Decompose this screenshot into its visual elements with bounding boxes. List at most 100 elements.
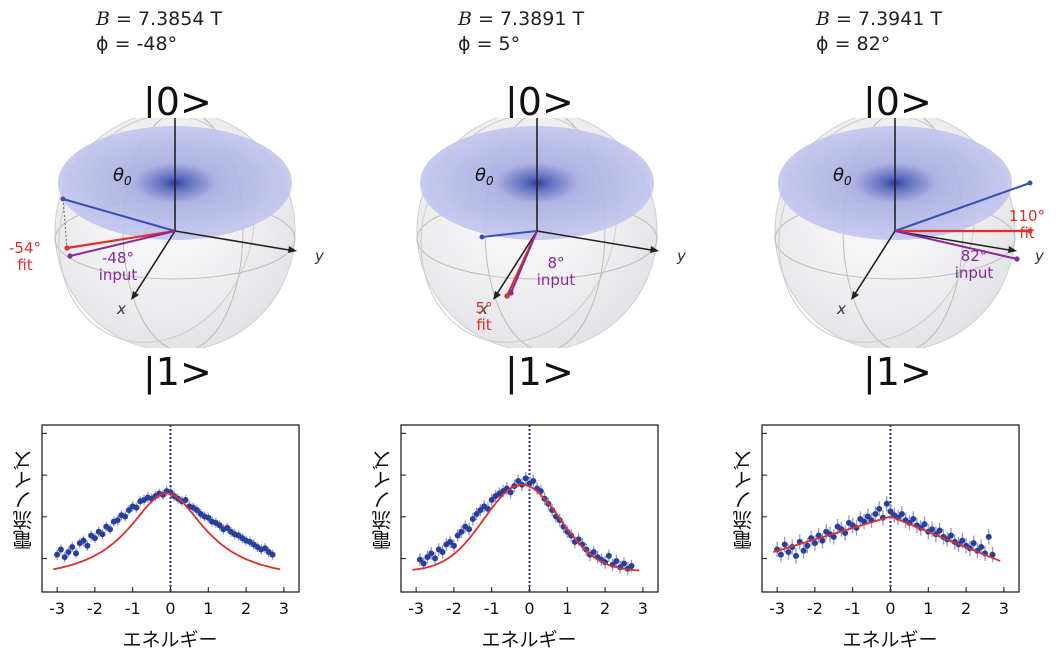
input-word-label: input: [99, 266, 138, 284]
data-point: [466, 526, 473, 533]
data-point: [985, 533, 992, 540]
data-point: [864, 513, 871, 520]
theta0-label: θ0: [833, 165, 852, 188]
phi-label: ϕ = 5°: [458, 33, 521, 55]
x-axis-label: x: [478, 300, 488, 318]
data-point: [910, 516, 917, 523]
fit-word-label: fit: [476, 316, 491, 334]
data-point: [921, 521, 928, 528]
x-tick-label: -2: [446, 599, 462, 618]
data-point: [590, 549, 597, 556]
ket-zero-label: |0>: [863, 80, 932, 124]
x-tick-label: 1: [562, 599, 572, 618]
data-point: [830, 533, 837, 540]
phi-label: ϕ = 82°: [816, 33, 891, 55]
data-point: [887, 508, 894, 515]
data-point: [898, 510, 905, 517]
data-point: [99, 531, 106, 538]
data-point: [522, 475, 529, 482]
data-point: [458, 528, 465, 535]
data-point: [428, 550, 435, 557]
data-point: [793, 552, 800, 559]
bloch-sphere: y x θ0 -54°fit -48°input: [9, 118, 325, 348]
x-tick-label: 2: [241, 599, 251, 618]
panel-2: B = 7.3891 T ϕ = 5° |0> |1> y x θ0 5° fit 8° i…: [362, 0, 715, 667]
x-tick-label: -2: [87, 599, 103, 618]
data-point: [477, 507, 484, 514]
x-tick-label: -3: [49, 599, 65, 618]
data-point: [91, 535, 98, 542]
data-point: [605, 552, 612, 559]
data-point: [473, 510, 480, 517]
data-point: [416, 556, 423, 563]
data-point: [959, 537, 966, 544]
data-point: [84, 542, 91, 549]
field-label: B = 7.3941 T: [816, 8, 943, 30]
data-point: [133, 504, 140, 511]
data-point: [125, 507, 132, 514]
x-axis-title: エネルギー: [122, 629, 218, 651]
data-point: [800, 547, 807, 554]
x-tick-label: -1: [484, 599, 500, 618]
bloch-vector: [62, 198, 176, 232]
data-point: [182, 496, 189, 503]
ket-one-label: |1>: [863, 350, 932, 394]
data-point: [261, 545, 268, 552]
x-tick-label: 0: [885, 599, 895, 618]
x-tick-label: 3: [638, 599, 648, 618]
data-point: [861, 518, 868, 525]
y-axis-label: y: [676, 247, 687, 265]
y-axis-title: 電流ノイズ: [732, 450, 756, 550]
ket-zero-label: |0>: [505, 80, 574, 124]
fit-word-label: fit: [1019, 224, 1034, 242]
fit-curve: [53, 492, 281, 571]
fit-curve: [773, 515, 1001, 562]
data-point: [447, 538, 454, 545]
data-point: [929, 526, 936, 533]
data-point: [450, 542, 457, 549]
x-tick-label: 0: [165, 599, 175, 618]
data-point: [224, 524, 231, 531]
input-vector: [894, 230, 1018, 260]
data-point: [65, 549, 72, 556]
data-point: [114, 517, 121, 524]
x-tick-label: 2: [961, 599, 971, 618]
ket-one-label: |1>: [505, 350, 574, 394]
x-axis-label: x: [116, 300, 126, 318]
data-point: [876, 505, 883, 512]
data-point: [777, 551, 784, 558]
data-point: [269, 551, 276, 558]
data-point: [936, 527, 943, 534]
ket-one-label: |1>: [143, 350, 212, 394]
data-point: [620, 560, 627, 567]
x-axis-title: エネルギー: [481, 629, 577, 651]
fit-angle-label: -54°: [9, 239, 41, 257]
data-point: [488, 496, 495, 503]
data-point: [454, 532, 461, 539]
x-tick-label: 0: [524, 599, 534, 618]
y-axis-label: y: [314, 247, 325, 265]
x-tick-label: 1: [203, 599, 213, 618]
y-axis-label: y: [1034, 247, 1045, 265]
input-angle-label: 8°: [547, 254, 564, 272]
theta0-label: θ0: [475, 165, 494, 188]
x-tick-label: -1: [125, 599, 141, 618]
x-tick-label: 1: [923, 599, 933, 618]
data-point: [883, 500, 890, 507]
data-point: [432, 555, 439, 562]
data-point: [947, 532, 954, 539]
fit-angle-label: 110°: [1009, 207, 1045, 225]
ket-zero-label: |0>: [143, 80, 212, 124]
x-tick-label: -3: [769, 599, 785, 618]
input-vector: [510, 230, 538, 294]
data-point: [54, 551, 61, 558]
x-axis-title: エネルギー: [842, 629, 938, 651]
bloch-vector: [894, 182, 1031, 232]
data-point: [872, 510, 879, 517]
data-point: [804, 542, 811, 549]
data-point: [107, 526, 114, 533]
data-point: [193, 507, 200, 514]
